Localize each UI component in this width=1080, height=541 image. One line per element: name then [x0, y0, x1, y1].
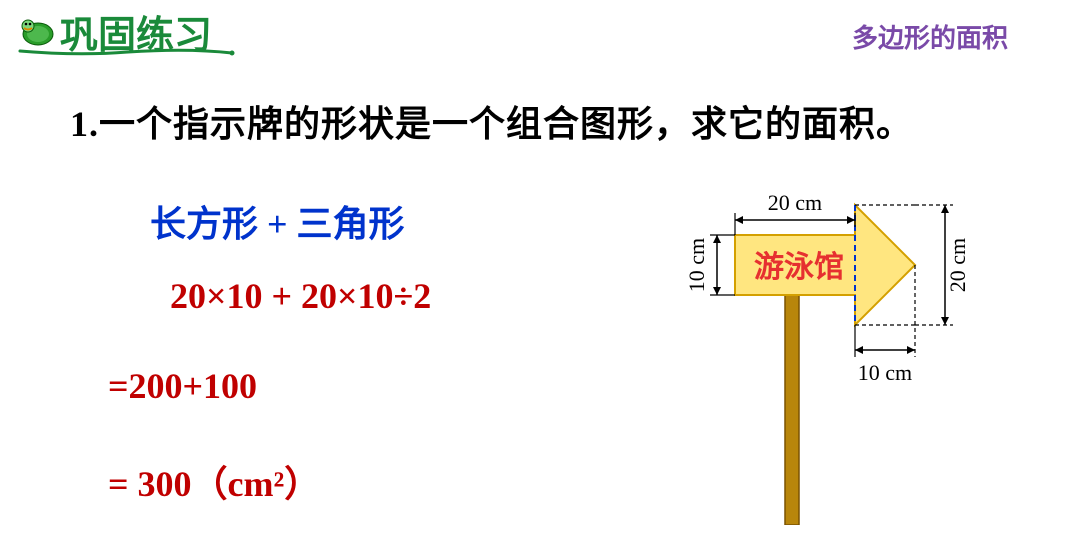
dim-left: 10 cm: [684, 235, 735, 295]
method-text: 长方形 + 三角形: [150, 195, 405, 247]
question-number: 1.: [70, 104, 99, 144]
calc-line-3: = 300（cm²）: [108, 455, 320, 507]
topic-label: 多边形的面积: [852, 18, 1008, 55]
svg-text:10 cm: 10 cm: [858, 360, 912, 385]
header-underline: [18, 48, 236, 58]
calc-line-2: =200+100: [108, 365, 257, 407]
svg-text:10 cm: 10 cm: [684, 238, 709, 292]
question-body: 一个指示牌的形状是一个组合图形，求它的面积。: [99, 104, 913, 144]
question-text: 1.一个指示牌的形状是一个组合图形，求它的面积。: [70, 95, 913, 147]
dim-top: 20 cm: [735, 190, 855, 235]
svg-text:20 cm: 20 cm: [768, 190, 822, 215]
svg-text:20 cm: 20 cm: [945, 238, 970, 292]
calc-line-1: 20×10 + 20×10÷2: [170, 275, 431, 317]
turtle-icon: [18, 12, 58, 52]
sign-diagram: 游泳馆 20 cm 10 cm 20 c: [655, 185, 1025, 525]
sign-label: 游泳馆: [754, 250, 844, 284]
